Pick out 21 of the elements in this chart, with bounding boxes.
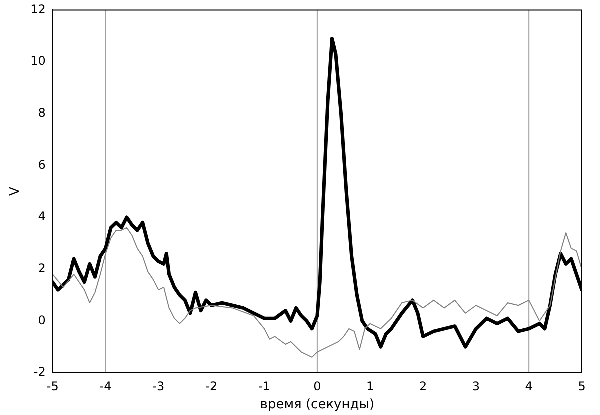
x-tick-label: -1 xyxy=(258,379,271,394)
y-tick-label: 6 xyxy=(38,158,46,172)
x-tick-label: -3 xyxy=(152,379,165,394)
y-tick-label: -2 xyxy=(34,365,46,380)
y-tick-label: 4 xyxy=(38,210,46,224)
x-tick-label: -5 xyxy=(46,379,59,394)
x-tick-label: 2 xyxy=(419,379,428,394)
y-tick-label: 2 xyxy=(38,261,46,276)
x-tick-label: -4 xyxy=(100,379,112,394)
y-tick-label: 10 xyxy=(30,54,46,68)
x-tick-label: 0 xyxy=(314,379,322,394)
y-tick-label: 8 xyxy=(38,106,46,120)
x-tick-label: 3 xyxy=(472,379,480,394)
y-axis-title: V xyxy=(8,187,24,196)
x-tick-label: -2 xyxy=(206,379,218,394)
x-axis-title: время (секунды) xyxy=(260,398,375,413)
y-tick-label: 0 xyxy=(38,313,46,328)
x-tick-label: 5 xyxy=(578,379,586,394)
x-tick-label: 1 xyxy=(366,379,374,394)
y-tick-label: 12 xyxy=(30,2,46,16)
x-tick-label: 4 xyxy=(525,379,533,394)
